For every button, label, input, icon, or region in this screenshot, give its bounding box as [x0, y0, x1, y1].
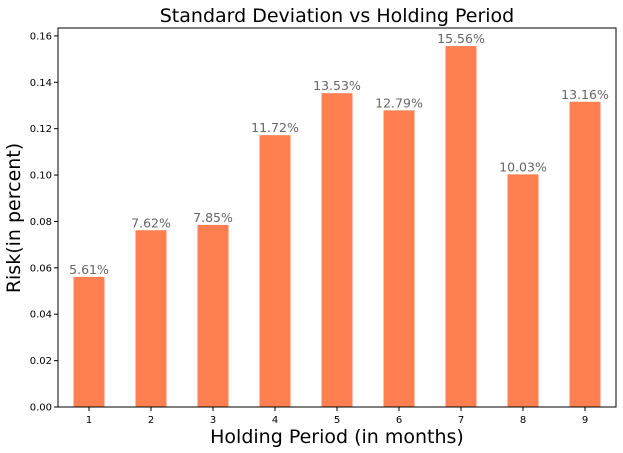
bar-3	[197, 224, 229, 407]
x-tick-label: 4	[272, 415, 278, 426]
bar-9	[569, 101, 601, 407]
data-label: 15.56%	[437, 31, 485, 46]
plot-area: 0.00 0.02 0.04 0.06 0.08 0.10 0.12 0.14 0.16 1 2 3 4…	[30, 27, 617, 426]
x-tick-label: 7	[458, 415, 464, 426]
y-axis-label: Risk(in percent)	[3, 143, 25, 293]
data-label: 7.85%	[193, 210, 233, 225]
y-tick-label: 0.14	[30, 78, 52, 89]
bar-2	[135, 230, 167, 407]
chart-title: Standard Deviation vs Holding Period	[160, 5, 515, 27]
y-tick-label: 0.04	[30, 310, 52, 321]
data-label: 7.62%	[131, 215, 171, 230]
y-tick-label: 0.12	[30, 124, 52, 135]
x-axis-label: Holding Period (in months)	[210, 426, 464, 448]
y-tick-label: 0.08	[30, 217, 52, 228]
x-tick-label: 3	[210, 415, 216, 426]
bar-1	[73, 276, 105, 407]
x-tick-label: 1	[86, 415, 92, 426]
data-label: 12.79%	[375, 95, 423, 110]
data-label: 11.72%	[251, 120, 299, 135]
y-tick-label: 0.02	[30, 356, 52, 367]
bar-7	[445, 46, 477, 408]
data-label: 13.53%	[313, 78, 361, 93]
y-tick-label: 0.16	[30, 31, 52, 42]
bar-6	[383, 110, 415, 407]
x-tick-label: 2	[148, 415, 154, 426]
data-label: 5.61%	[69, 262, 109, 277]
y-tick-label: 0.00	[30, 403, 52, 414]
x-tick-label: 9	[582, 415, 588, 426]
bar-5	[321, 93, 353, 408]
data-label: 10.03%	[499, 159, 547, 174]
data-label: 13.16%	[561, 87, 609, 102]
x-tick-label: 8	[520, 415, 526, 426]
x-tick-label: 5	[334, 415, 340, 426]
x-tick-label: 6	[396, 415, 402, 426]
y-tick-label: 0.06	[30, 263, 52, 274]
y-tick-label: 0.10	[30, 171, 52, 182]
bar-8	[507, 174, 539, 407]
bar-4	[259, 135, 291, 407]
